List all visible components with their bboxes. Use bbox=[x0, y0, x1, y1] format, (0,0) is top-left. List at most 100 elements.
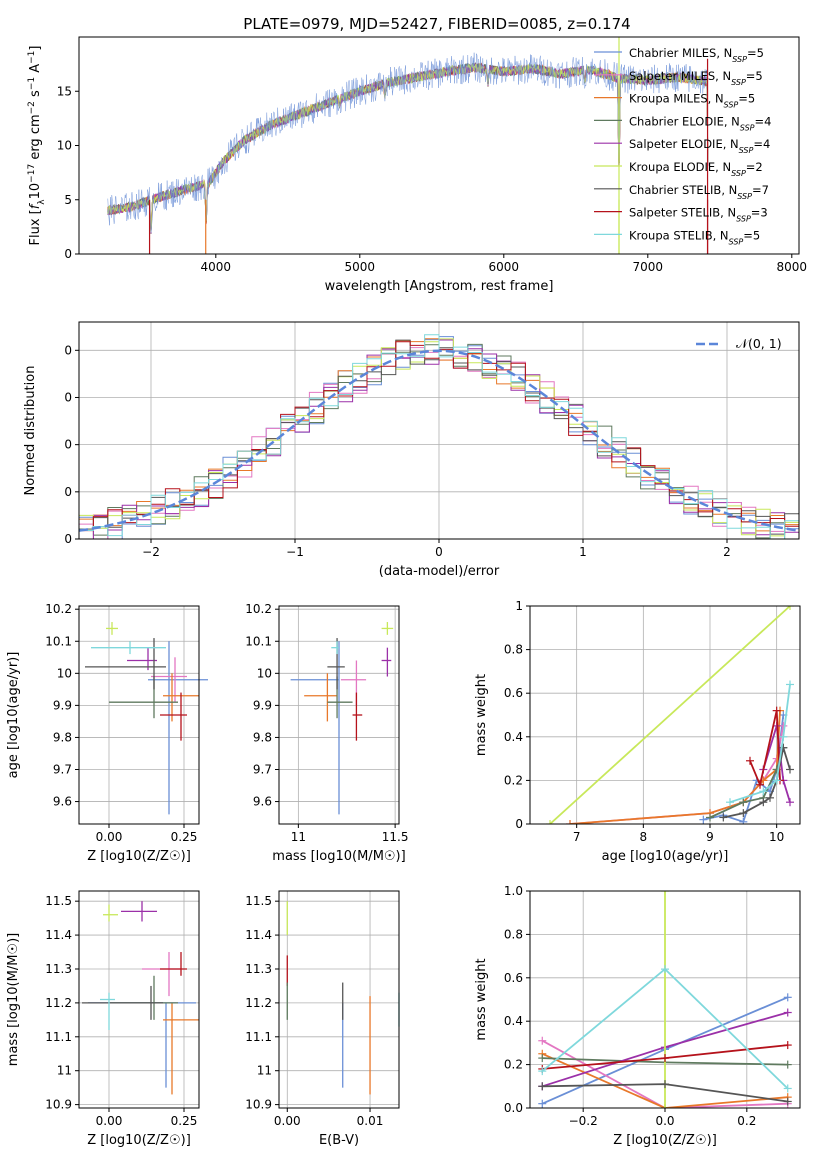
y-tick-label: 0 bbox=[64, 438, 72, 452]
y-tick-label: 15 bbox=[57, 84, 72, 98]
y-tick-label: 0.0 bbox=[504, 1101, 523, 1115]
hist-kroupa_stelib bbox=[79, 334, 799, 539]
y-tick-label: 0 bbox=[64, 343, 72, 357]
y-tick-label: 11.5 bbox=[245, 894, 272, 908]
series-salpeter_miles bbox=[541, 1039, 788, 1108]
spectrum-ylabel: Flux [fλ10−17 erg cm−2 s−1 A−1] bbox=[27, 46, 47, 246]
weight_vs_Z-ylabel: mass weight bbox=[474, 958, 489, 1040]
age_vs_Z-xlabel: Z [log10(Z/Z☉)] bbox=[87, 849, 191, 864]
y-tick-label: 0.6 bbox=[504, 971, 523, 985]
residuals-axes: −2 −1 0 1 2 0 0 0 0 0 bbox=[64, 322, 799, 559]
y-tick-label: 9.7 bbox=[253, 763, 272, 777]
y-tick-label: 10 bbox=[57, 139, 72, 153]
legend-label-chabrier_stelib: Chabrier STELIB, NSSP=7 bbox=[629, 183, 769, 201]
y-tick-label: 0 bbox=[64, 390, 72, 404]
spectrum-xlabel: wavelength [Angstrom, rest frame] bbox=[325, 279, 554, 294]
y-tick-label: 0 bbox=[64, 247, 72, 261]
residuals-ylabel: Normed distribution bbox=[23, 366, 38, 496]
y-tick-label: 5 bbox=[64, 193, 72, 207]
spectrum-axes: 4000 5000 6000 7000 8000 0 5 10 15 bbox=[57, 84, 807, 274]
y-tick-label: 11.1 bbox=[45, 1030, 72, 1044]
y-tick-label: 10.1 bbox=[245, 634, 272, 648]
x-tick-label: 7000 bbox=[633, 260, 664, 274]
mass_vs_ebv-xlabel: E(B-V) bbox=[319, 1133, 359, 1148]
x-tick-label: 0.25 bbox=[171, 830, 198, 844]
x-tick-label: 0.25 bbox=[171, 1114, 198, 1128]
y-tick-label: 11.2 bbox=[45, 996, 72, 1010]
legend-label-kroupa_stelib: Kroupa STELIB, NSSP=5 bbox=[629, 228, 760, 246]
y-tick-label: 0.6 bbox=[504, 686, 523, 700]
series-salpeter_stelib bbox=[749, 710, 781, 788]
age_vs_Z-ylabel: age [log10(age/yr)] bbox=[6, 652, 21, 779]
age_vs_mass-points bbox=[290, 622, 394, 815]
residuals-frame bbox=[78, 321, 800, 540]
legend-label-salpeter_miles: Salpeter MILES, NSSP=5 bbox=[629, 69, 763, 87]
x-tick-label: −0.2 bbox=[569, 1114, 598, 1128]
legend-label-salpeter_stelib: Salpeter STELIB, NSSP=3 bbox=[629, 206, 768, 224]
y-tick-label: 9.9 bbox=[53, 698, 72, 712]
mass_vs_Z-xlabel: Z [log10(Z/Z☉)] bbox=[87, 1133, 191, 1148]
spectrum-frame bbox=[78, 36, 800, 255]
residual-hists bbox=[79, 334, 799, 539]
y-tick-label: 9.7 bbox=[53, 763, 72, 777]
weight_vs_Z-frame bbox=[529, 890, 801, 1109]
weight_vs_age-ylabel: mass weight bbox=[474, 674, 489, 756]
y-tick-label: 11.3 bbox=[45, 962, 72, 976]
figure-title: PLATE=0979, MJD=52427, FIBERID=0085, z=0… bbox=[243, 15, 630, 33]
x-tick-label: 0 bbox=[435, 545, 443, 559]
y-tick-label: 0.4 bbox=[504, 730, 523, 744]
y-tick-label: 0.2 bbox=[504, 1058, 523, 1072]
y-tick-label: 10.2 bbox=[45, 602, 72, 616]
y-tick-label: 0 bbox=[64, 485, 72, 499]
y-tick-label: 1.0 bbox=[504, 884, 523, 898]
weight_vs_age-series bbox=[546, 606, 794, 824]
legend-label-normal: 𝒩(0, 1) bbox=[736, 336, 782, 351]
x-tick-label: 8 bbox=[640, 830, 648, 844]
weight_vs_age-frame bbox=[529, 605, 801, 825]
age_vs_Z-points bbox=[85, 622, 208, 815]
x-tick-label: 4000 bbox=[201, 260, 232, 274]
weight_vs_Z-xlabel: Z [log10(Z/Z☉)] bbox=[613, 1133, 717, 1148]
x-tick-label: 7 bbox=[573, 830, 581, 844]
y-tick-label: 0.2 bbox=[504, 773, 523, 787]
y-tick-label: 11.3 bbox=[245, 962, 272, 976]
x-tick-label: 11 bbox=[291, 830, 306, 844]
y-tick-label: 11.5 bbox=[45, 894, 72, 908]
y-tick-label: 11 bbox=[257, 1064, 272, 1078]
y-tick-label: 1 bbox=[515, 599, 523, 613]
x-tick-label: 2 bbox=[723, 545, 731, 559]
x-tick-label: 0.00 bbox=[96, 1114, 123, 1128]
x-tick-label: 0.00 bbox=[96, 830, 123, 844]
y-tick-label: 0 bbox=[64, 532, 72, 546]
mass_vs_Z-points bbox=[82, 901, 199, 1095]
y-tick-label: 10.9 bbox=[245, 1098, 272, 1112]
y-tick-label: 0.8 bbox=[504, 927, 523, 941]
y-tick-label: 9.6 bbox=[53, 795, 72, 809]
x-tick-label: 6000 bbox=[489, 260, 520, 274]
weight_vs_Z-series bbox=[538, 891, 792, 1108]
legend-label-salpeter_elodie: Salpeter ELODIE, NSSP=4 bbox=[629, 137, 770, 155]
age_vs_mass-frame bbox=[278, 605, 400, 825]
x-tick-label: 1 bbox=[579, 545, 587, 559]
y-tick-label: 9.8 bbox=[53, 730, 72, 744]
age_vs_Z-frame bbox=[78, 605, 200, 825]
mass_vs_ebv-axes: 0.00 0.01 10.9 11 11.1 11.2 11.3 11.4 11.5 bbox=[245, 891, 399, 1128]
y-tick-label: 10.9 bbox=[45, 1098, 72, 1112]
series-kroupa_elodie bbox=[549, 606, 791, 824]
legend-label-kroupa_elodie: Kroupa ELODIE, NSSP=2 bbox=[629, 160, 763, 178]
y-tick-label: 9.9 bbox=[253, 698, 272, 712]
legend-label-chabrier_miles: Chabrier MILES, NSSP=5 bbox=[629, 46, 764, 64]
series-kroupa_miles bbox=[569, 710, 781, 824]
age_vs_Z-axes: 0.00 0.25 9.6 9.7 9.8 9.9 10 10.1 10.2 bbox=[45, 602, 199, 844]
normal-curve bbox=[79, 349, 799, 532]
series-kroupa_miles bbox=[541, 1052, 788, 1108]
y-tick-label: 11 bbox=[57, 1064, 72, 1078]
spectrum-chabrier_miles bbox=[107, 52, 709, 233]
x-tick-label: 11.5 bbox=[382, 830, 409, 844]
y-tick-label: 10.2 bbox=[245, 602, 272, 616]
x-tick-label: 8000 bbox=[777, 260, 808, 274]
y-tick-label: 10 bbox=[257, 666, 272, 680]
y-tick-label: 10.1 bbox=[45, 634, 72, 648]
age_vs_mass-xlabel: mass [log10(M/M☉)] bbox=[272, 849, 405, 864]
